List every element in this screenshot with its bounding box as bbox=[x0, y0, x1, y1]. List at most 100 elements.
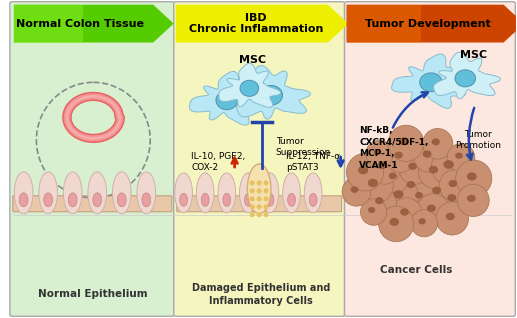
Circle shape bbox=[342, 177, 371, 206]
Circle shape bbox=[264, 212, 268, 217]
Ellipse shape bbox=[287, 193, 296, 206]
Circle shape bbox=[458, 184, 489, 217]
Text: MSC: MSC bbox=[460, 51, 486, 60]
Circle shape bbox=[360, 199, 387, 225]
Ellipse shape bbox=[44, 193, 53, 207]
Circle shape bbox=[366, 187, 397, 218]
FancyBboxPatch shape bbox=[177, 196, 342, 212]
Ellipse shape bbox=[260, 86, 282, 105]
Circle shape bbox=[397, 170, 429, 203]
Circle shape bbox=[378, 206, 414, 242]
Polygon shape bbox=[236, 66, 311, 119]
Circle shape bbox=[264, 196, 268, 201]
Circle shape bbox=[385, 142, 416, 172]
Ellipse shape bbox=[393, 190, 403, 198]
Ellipse shape bbox=[351, 186, 358, 193]
Circle shape bbox=[356, 166, 393, 204]
Ellipse shape bbox=[39, 172, 57, 214]
Circle shape bbox=[390, 198, 422, 230]
Ellipse shape bbox=[240, 80, 258, 96]
Ellipse shape bbox=[201, 193, 209, 206]
Circle shape bbox=[368, 150, 401, 184]
Ellipse shape bbox=[261, 173, 279, 213]
Text: Normal Colon Tissue: Normal Colon Tissue bbox=[16, 18, 144, 29]
Ellipse shape bbox=[283, 173, 300, 213]
Circle shape bbox=[419, 155, 452, 189]
FancyBboxPatch shape bbox=[174, 2, 344, 316]
Ellipse shape bbox=[196, 173, 214, 213]
Circle shape bbox=[455, 160, 492, 197]
Circle shape bbox=[257, 196, 262, 201]
Ellipse shape bbox=[14, 172, 33, 214]
Circle shape bbox=[422, 128, 453, 159]
Ellipse shape bbox=[216, 91, 238, 110]
Ellipse shape bbox=[427, 204, 436, 212]
Circle shape bbox=[264, 204, 268, 209]
Ellipse shape bbox=[248, 164, 271, 214]
Ellipse shape bbox=[245, 193, 252, 206]
Ellipse shape bbox=[266, 193, 274, 206]
Ellipse shape bbox=[455, 70, 476, 87]
FancyBboxPatch shape bbox=[344, 2, 515, 316]
Ellipse shape bbox=[449, 180, 457, 187]
Ellipse shape bbox=[455, 153, 463, 159]
Circle shape bbox=[346, 153, 384, 191]
Ellipse shape bbox=[137, 172, 156, 214]
Circle shape bbox=[250, 188, 255, 193]
Polygon shape bbox=[14, 5, 174, 43]
Text: IL-12, TNF-α,
pSTAT3: IL-12, TNF-α, pSTAT3 bbox=[286, 152, 343, 172]
Circle shape bbox=[382, 178, 419, 215]
Ellipse shape bbox=[223, 193, 231, 206]
Circle shape bbox=[380, 163, 409, 193]
Ellipse shape bbox=[415, 192, 423, 199]
Ellipse shape bbox=[400, 208, 409, 216]
Circle shape bbox=[257, 188, 262, 193]
Circle shape bbox=[406, 183, 436, 212]
Polygon shape bbox=[219, 63, 281, 107]
Polygon shape bbox=[346, 5, 517, 43]
Ellipse shape bbox=[88, 172, 107, 214]
Circle shape bbox=[447, 144, 475, 172]
Circle shape bbox=[257, 212, 262, 217]
Circle shape bbox=[257, 204, 262, 209]
Polygon shape bbox=[433, 52, 500, 99]
Ellipse shape bbox=[408, 162, 417, 170]
Circle shape bbox=[250, 196, 255, 201]
Ellipse shape bbox=[394, 152, 403, 158]
Ellipse shape bbox=[399, 137, 409, 145]
Ellipse shape bbox=[358, 166, 368, 175]
Ellipse shape bbox=[368, 207, 375, 213]
Ellipse shape bbox=[218, 173, 236, 213]
Ellipse shape bbox=[64, 172, 82, 214]
Text: Damaged Epithelium and
Inflammatory Cells: Damaged Epithelium and Inflammatory Cell… bbox=[192, 283, 330, 306]
Polygon shape bbox=[346, 5, 421, 43]
Circle shape bbox=[439, 169, 470, 201]
Text: IBD
Chronic Inflammation: IBD Chronic Inflammation bbox=[189, 13, 324, 34]
Text: Tumor
Promotion: Tumor Promotion bbox=[455, 130, 501, 150]
Circle shape bbox=[436, 202, 468, 235]
Text: Tumor
Suppression: Tumor Suppression bbox=[276, 137, 331, 157]
Circle shape bbox=[264, 180, 268, 185]
Circle shape bbox=[437, 183, 470, 217]
Text: NF-kB,
CXCR4/5DF-1,
MCP-1,
VCAM-1: NF-kB, CXCR4/5DF-1, MCP-1, VCAM-1 bbox=[359, 126, 429, 170]
Circle shape bbox=[250, 212, 255, 217]
Ellipse shape bbox=[142, 193, 151, 207]
Circle shape bbox=[413, 140, 445, 172]
Ellipse shape bbox=[429, 166, 438, 174]
Circle shape bbox=[257, 180, 262, 185]
Ellipse shape bbox=[117, 193, 126, 207]
Polygon shape bbox=[176, 5, 348, 43]
Ellipse shape bbox=[406, 181, 415, 188]
Text: IL-10, PGE2,
COX-2: IL-10, PGE2, COX-2 bbox=[191, 152, 246, 172]
Text: Cancer Cells: Cancer Cells bbox=[380, 265, 452, 274]
Circle shape bbox=[250, 180, 255, 185]
Ellipse shape bbox=[389, 172, 397, 179]
Circle shape bbox=[250, 204, 255, 209]
Ellipse shape bbox=[444, 160, 454, 169]
Ellipse shape bbox=[93, 193, 102, 207]
Ellipse shape bbox=[423, 150, 432, 158]
Polygon shape bbox=[190, 72, 262, 125]
Ellipse shape bbox=[420, 73, 442, 92]
Polygon shape bbox=[14, 5, 83, 43]
Circle shape bbox=[388, 125, 424, 162]
